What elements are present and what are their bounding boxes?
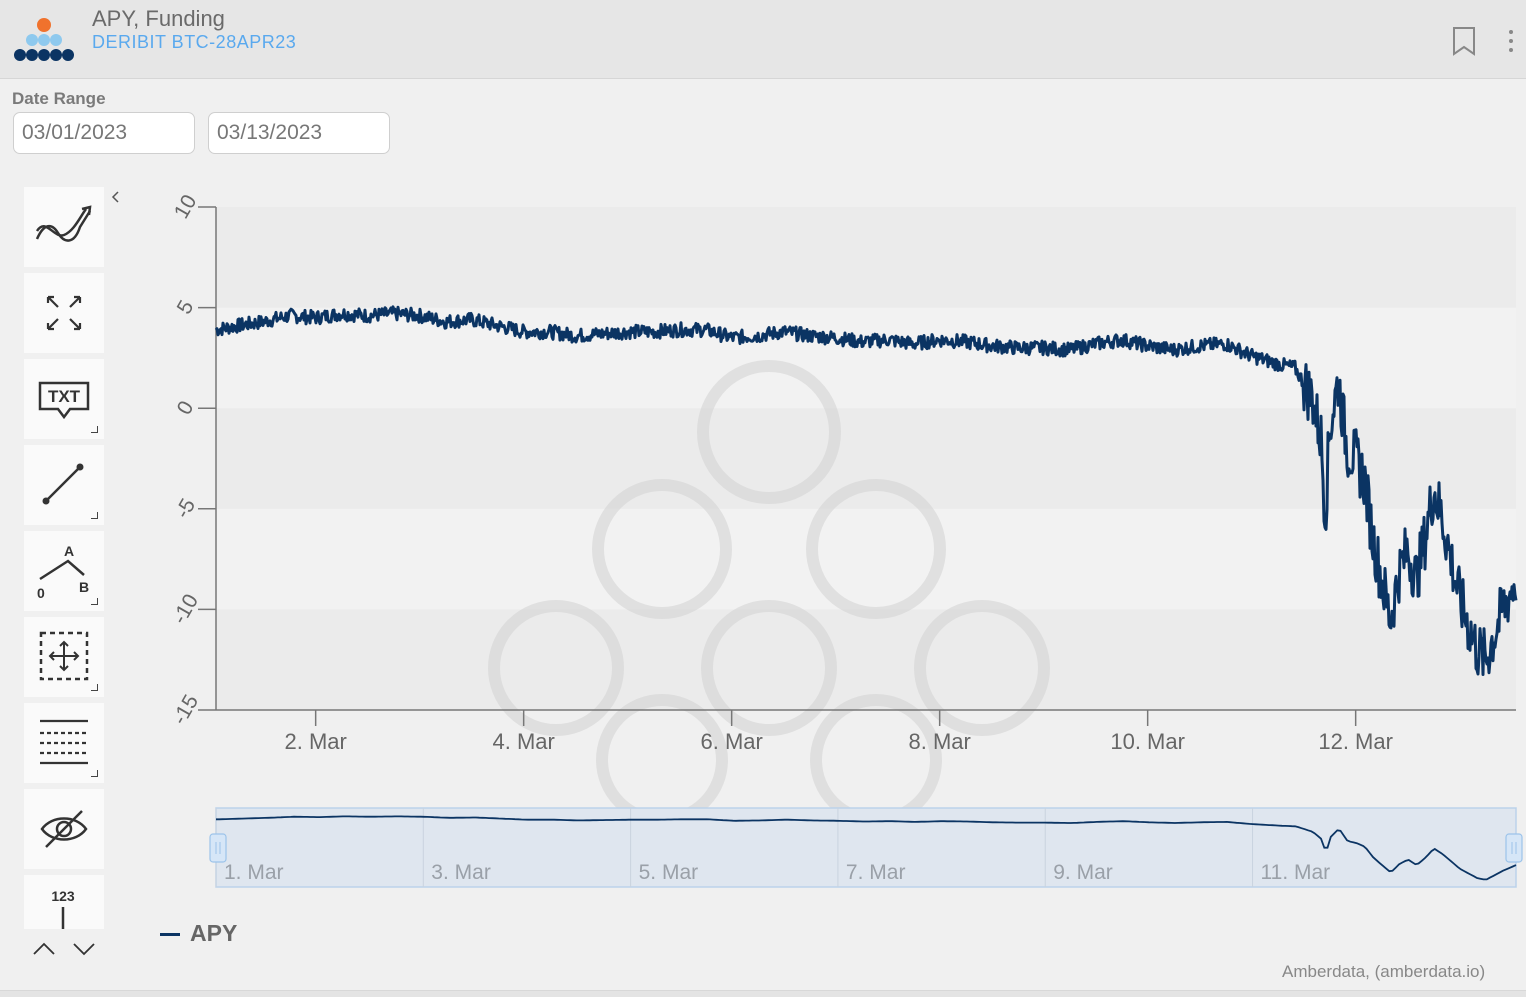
submenu-corner (91, 426, 98, 433)
series-line-apy[interactable] (214, 305, 1518, 676)
y-tick-label: 10 (170, 191, 202, 223)
plot-bands (216, 207, 1516, 710)
pan-tool-button[interactable] (24, 617, 104, 697)
y-axis-ticks: 10 5 0 -5 -10 -15 (168, 191, 216, 729)
navigator-tick-label: 9. Mar (1053, 861, 1113, 884)
series-group (214, 305, 1518, 676)
date-range-label: Date Range (12, 89, 106, 108)
indicators-icon (35, 205, 92, 242)
hide-tool-button[interactable] (24, 789, 104, 869)
grid-lines-icon (40, 719, 88, 765)
fib-label-b: B (79, 579, 90, 595)
navigator-series-line (216, 815, 1517, 881)
more-options-icon[interactable] (1502, 26, 1520, 56)
toolbar-scroll-up-icon[interactable] (30, 938, 58, 960)
plot-band (216, 408, 1516, 509)
collapse-toolbar-icon[interactable] (108, 188, 122, 206)
y-tick-label: -15 (168, 691, 203, 729)
navigator-tick-label: 1. Mar (224, 861, 284, 884)
legend-series-swatch (160, 933, 180, 936)
submenu-corner (91, 598, 98, 605)
x-tick-label: 10. Mar (1110, 729, 1185, 754)
fullscreen-tool-button[interactable] (24, 273, 104, 353)
fib-label-a: A (64, 543, 75, 559)
navigator-tick-label: 3. Mar (431, 861, 491, 884)
submenu-corner (91, 684, 98, 691)
widget-subtitle: DERIBIT BTC-28APR23 (92, 32, 297, 52)
amberdata-logo-icon (14, 18, 74, 61)
fibonacci-tool-button[interactable]: A B 0 (24, 531, 104, 611)
fibonacci-icon (39, 559, 85, 581)
footer-bar (0, 990, 1526, 997)
widget-title: APY, Funding (92, 6, 225, 31)
text-tool-label: TXT (47, 387, 81, 406)
hide-icon (40, 810, 88, 848)
end-date-input[interactable] (208, 112, 390, 154)
plot-band (216, 609, 1516, 710)
toolbar-scroll-down-icon[interactable] (70, 938, 98, 960)
chart-credits[interactable]: Amberdata, (amberdata.io) (1282, 962, 1486, 981)
x-axis-ticks: 2. Mar 4. Mar 6. Mar 8. Mar 10. Mar 12. Mar (284, 710, 1393, 754)
y-tick-label: -5 (171, 495, 200, 523)
start-date-input[interactable] (13, 112, 195, 154)
y-tick-label: 5 (173, 297, 199, 319)
bookmark-icon[interactable] (1450, 26, 1478, 56)
x-tick-label: 6. Mar (700, 729, 762, 754)
navigator-tick-label: 5. Mar (639, 861, 699, 884)
fullscreen-icon (46, 295, 82, 331)
fib-label-zero: 0 (37, 585, 45, 601)
legend-series-name: APY (190, 920, 238, 946)
navigator[interactable]: 1. Mar 3. Mar 5. Mar 7. Mar 9. Mar 11. Mar (209, 807, 1523, 888)
chart-axes (215, 207, 1516, 711)
indicators-tool-button[interactable] (24, 187, 104, 267)
navigator-handle-right[interactable] (1505, 833, 1523, 863)
navigator-handle-left[interactable] (209, 833, 227, 863)
x-tick-label: 4. Mar (492, 729, 554, 754)
submenu-corner (91, 512, 98, 519)
x-tick-label: 8. Mar (908, 729, 970, 754)
y-tick-label: -10 (168, 590, 203, 628)
measure-tool-label: 123 (51, 888, 75, 904)
x-tick-label: 12. Mar (1318, 729, 1393, 754)
plot-band (216, 207, 1516, 308)
x-tick-label: 2. Mar (284, 729, 346, 754)
grid-tool-button[interactable] (24, 703, 104, 783)
submenu-corner (91, 770, 98, 777)
measure-icon (61, 907, 65, 929)
widget-header: APY, Funding DERIBIT BTC-28APR23 (0, 0, 1526, 79)
plot-band (216, 508, 1516, 610)
plot-band (216, 307, 1516, 409)
navigator-tick-label: 7. Mar (846, 861, 906, 884)
y-tick-label: 0 (173, 397, 199, 419)
annotation-icon (38, 381, 90, 420)
pan-icon (39, 631, 89, 681)
text-annotation-tool-button[interactable]: TXT (24, 359, 104, 439)
line-tool-button[interactable] (24, 445, 104, 525)
line-icon (42, 463, 84, 505)
navigator-tick-label: 11. Mar (1261, 861, 1331, 884)
measure-tool-button[interactable]: 123 (24, 875, 104, 929)
